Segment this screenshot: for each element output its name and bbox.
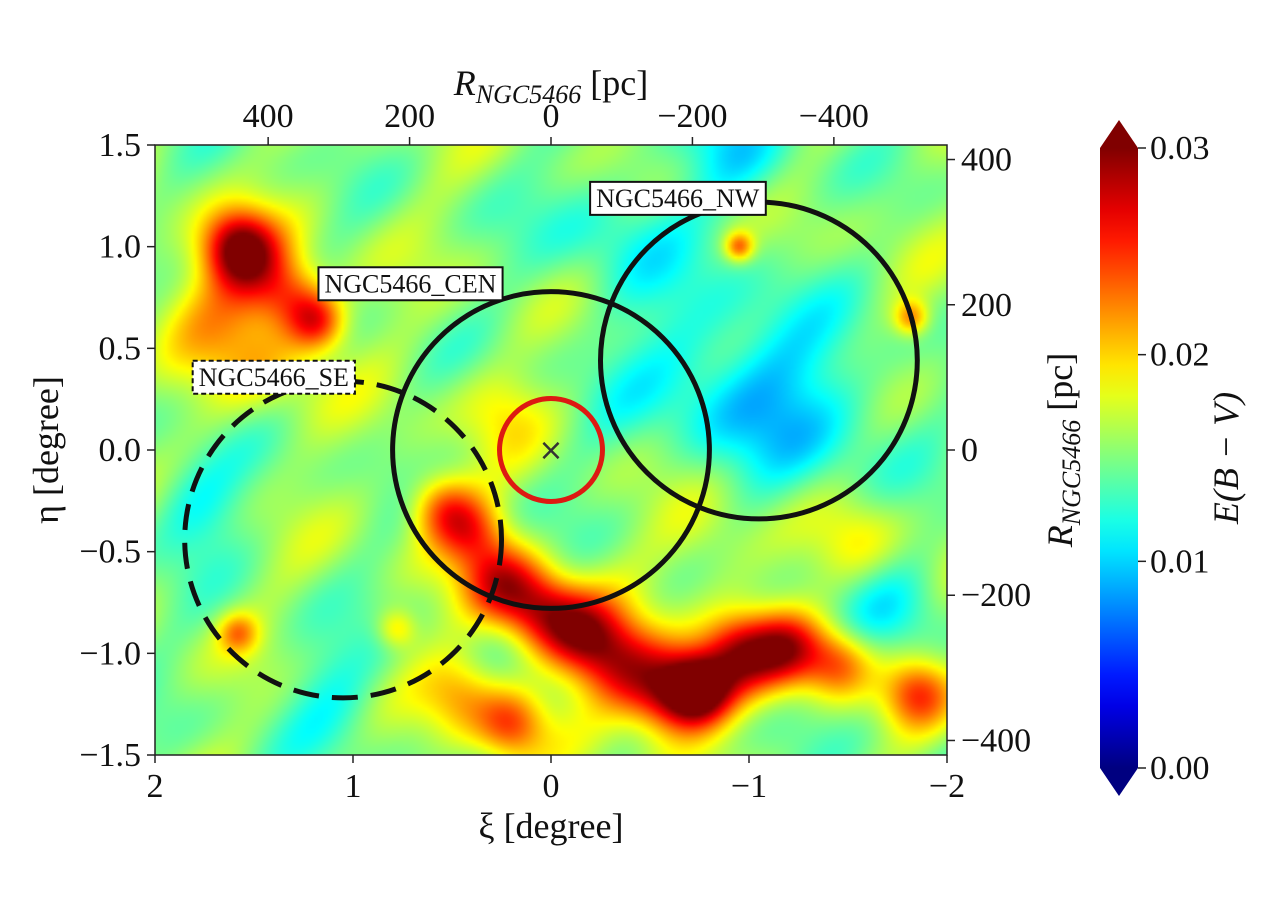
- top-axis-label-main: R: [453, 63, 476, 103]
- axis-ticks-layer: 2 1 0 −1 −2 1.5 1.0 0.5 0.0 −0.5 −1.0 −1.5 400 200 0 −2…: [79, 98, 1031, 805]
- region-label-text: NGC5466_CEN: [324, 269, 496, 298]
- tidal-radius-circle: [497, 396, 605, 504]
- right-axis-label-unit: [pc]: [1040, 353, 1080, 420]
- top-axis-label: RNGC5466 [pc]: [453, 63, 648, 109]
- top-tick-label: −200: [657, 98, 727, 135]
- region-label-box: [589, 180, 767, 216]
- x-tick-label: −2: [929, 768, 965, 805]
- top-tick-label: 0: [543, 98, 560, 135]
- top-tick-label: 200: [384, 98, 435, 135]
- region-label-box: [191, 359, 356, 395]
- colorbar-tick-label: 0.01: [1150, 543, 1210, 580]
- colorbar-tick-label: 0.03: [1150, 130, 1210, 167]
- right-tick-label: 400: [961, 142, 1012, 179]
- colorbar-tick-label: 0.02: [1150, 337, 1210, 374]
- right-tick-label: 200: [961, 287, 1012, 324]
- region-labels-layer: NGC5466_CEN NGC5466_NW NGC5466_SE: [191, 180, 767, 395]
- region-circle-ngc5466-cen: [390, 289, 712, 611]
- colorbar: 0.00 0.01 0.02 0.03: [1100, 120, 1210, 796]
- x-tick-label: −1: [731, 768, 767, 805]
- colorbar-label: E(B − V): [1206, 392, 1246, 525]
- right-axis-label-main: R: [1040, 525, 1080, 548]
- y-tick-label: −0.5: [79, 534, 141, 571]
- top-tick-label: −400: [799, 98, 869, 135]
- region-label-ngc5466-nw: NGC5466_NW: [589, 180, 767, 216]
- y-tick-label: −1.5: [79, 737, 141, 774]
- y-tick-label: 1.0: [99, 229, 142, 266]
- x-tick-label: 2: [147, 768, 164, 805]
- region-label-text: NGC5466_SE: [199, 363, 349, 392]
- y-tick-label: −1.0: [79, 635, 141, 672]
- region-label-text: NGC5466_NW: [596, 184, 760, 213]
- top-tick-label: 400: [243, 98, 294, 135]
- top-axis-label-subscript: NGC5466: [475, 80, 581, 109]
- right-axis-label: RNGC5466 [pc]: [1040, 353, 1086, 548]
- colorbar-extend-min: [1100, 768, 1138, 796]
- region-label-box: [317, 266, 504, 302]
- right-tick-label: −400: [961, 722, 1031, 759]
- extinction-heatmap: [155, 145, 947, 755]
- colorbar-tick-label: 0.00: [1150, 750, 1210, 787]
- y-tick-label: 0.0: [99, 432, 142, 469]
- y-tick-label: 1.5: [99, 127, 142, 164]
- x-tick-label: 0: [543, 768, 560, 805]
- region-label-ngc5466-se: NGC5466_SE: [191, 359, 356, 395]
- heatmap-area: [155, 145, 947, 755]
- x-tick-label: 1: [345, 768, 362, 805]
- right-tick-label: 0: [961, 432, 978, 469]
- cluster-center-marker: ×: [538, 433, 563, 468]
- y-axis-label: η [degree]: [26, 376, 66, 524]
- region-label-ngc5466-cen: NGC5466_CEN: [317, 266, 504, 302]
- top-axis-label-unit: [pc]: [581, 63, 648, 103]
- colorbar-extend-max: [1100, 120, 1138, 148]
- y-tick-label: 0.5: [99, 330, 142, 367]
- right-tick-label: −200: [961, 577, 1031, 614]
- right-axis-label-subscript: NGC5466: [1057, 420, 1086, 526]
- colorbar-body: [1100, 148, 1138, 768]
- x-axis-label: ξ [degree]: [479, 806, 624, 846]
